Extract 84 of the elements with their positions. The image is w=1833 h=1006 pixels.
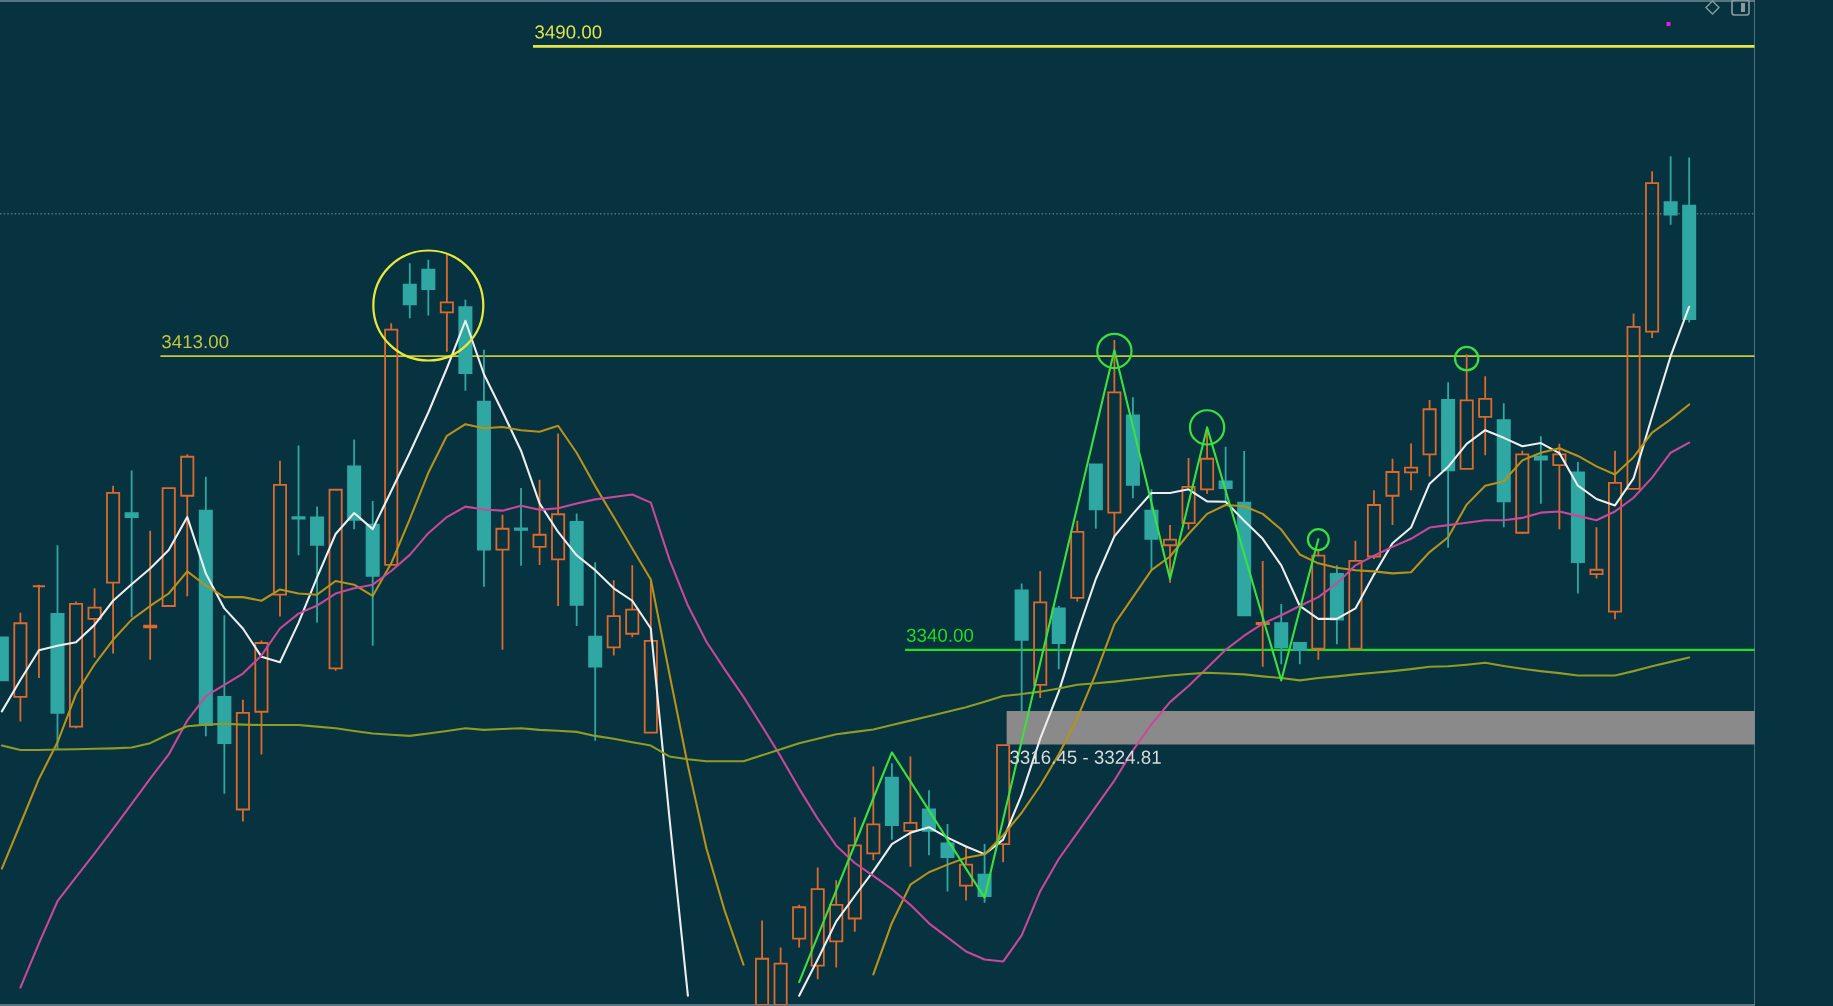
candlestick (1051, 605, 1066, 671)
candlestick (291, 444, 306, 557)
candlestick (347, 438, 362, 531)
candlestick (1033, 570, 1048, 699)
candlestick (940, 823, 955, 893)
candlestick (606, 579, 621, 657)
candlestick (328, 488, 343, 672)
candlestick (1329, 564, 1344, 646)
candlestick (476, 348, 491, 588)
candlestick (1292, 641, 1307, 666)
candlestick (13, 611, 28, 723)
candlestick (551, 432, 566, 607)
candlestick (1311, 549, 1326, 661)
candlestick (1496, 402, 1511, 529)
candlestick (1070, 519, 1085, 603)
candlestick (996, 744, 1011, 864)
candlestick (810, 866, 825, 981)
candlestick (847, 816, 862, 933)
candlestick (87, 587, 102, 659)
candlestick (384, 322, 399, 567)
candlestick (1552, 442, 1567, 531)
candlestick (1663, 155, 1678, 226)
candlestick (161, 487, 176, 607)
candlestick (755, 919, 770, 1005)
candlestick (1441, 381, 1456, 549)
candlestick (272, 459, 288, 618)
candlestick (50, 544, 65, 751)
ref-line-label: 3340.00 (906, 628, 974, 642)
candlestick (1570, 461, 1585, 595)
candlestick (588, 561, 603, 742)
candlestick (310, 505, 325, 624)
candlestick (198, 475, 213, 738)
candlestick (235, 698, 250, 823)
candlestick (1181, 457, 1196, 531)
candlestick (1459, 353, 1474, 470)
candlestick (1478, 375, 1493, 457)
candlestick (959, 844, 974, 902)
candlestick (1422, 399, 1437, 478)
candlestick (365, 500, 380, 647)
candlestick (1107, 339, 1122, 538)
candlestick (773, 946, 788, 1005)
candlestick (514, 487, 529, 567)
candlestick (625, 564, 640, 639)
candlestick (1645, 170, 1660, 339)
candlestick (254, 639, 269, 756)
candlestick (439, 253, 454, 353)
candlestick (1014, 582, 1029, 713)
candlestick (180, 453, 195, 598)
candlestick (1348, 539, 1363, 650)
candlestick (1125, 396, 1140, 500)
candlestick (1162, 524, 1178, 584)
ref-line-label: 3490.00 (535, 25, 602, 39)
candlestick (1366, 489, 1381, 560)
candlestick (1404, 442, 1419, 492)
candlestick (124, 469, 139, 619)
candlestick (31, 583, 46, 679)
candlestick (143, 529, 158, 661)
candlestick (1274, 603, 1289, 666)
candlestick (1200, 430, 1215, 495)
candlestick (1385, 457, 1400, 527)
candlestick (903, 755, 918, 868)
candlestick (402, 262, 417, 320)
candlestick (68, 600, 84, 730)
candlestick (106, 484, 121, 655)
candlestick (495, 513, 510, 651)
ref-line-label: 3413.00 (162, 335, 229, 349)
candlestick (532, 478, 547, 566)
candlestick (569, 512, 584, 627)
candlestick (1218, 445, 1233, 504)
candlestick (829, 879, 844, 969)
candlestick (1533, 435, 1548, 505)
candlestick (792, 903, 807, 949)
candlestick (1626, 312, 1641, 490)
candlestick (217, 614, 232, 795)
candlestick (1589, 526, 1604, 580)
candlestick (421, 258, 436, 317)
candlestick (643, 580, 658, 734)
candlestick (1255, 560, 1270, 668)
candlestick (1607, 449, 1623, 621)
candlestick (866, 765, 881, 862)
candlestick (1088, 463, 1103, 530)
candlestick (1515, 449, 1530, 535)
candlestick (1682, 156, 1697, 324)
candlestick (884, 762, 899, 841)
